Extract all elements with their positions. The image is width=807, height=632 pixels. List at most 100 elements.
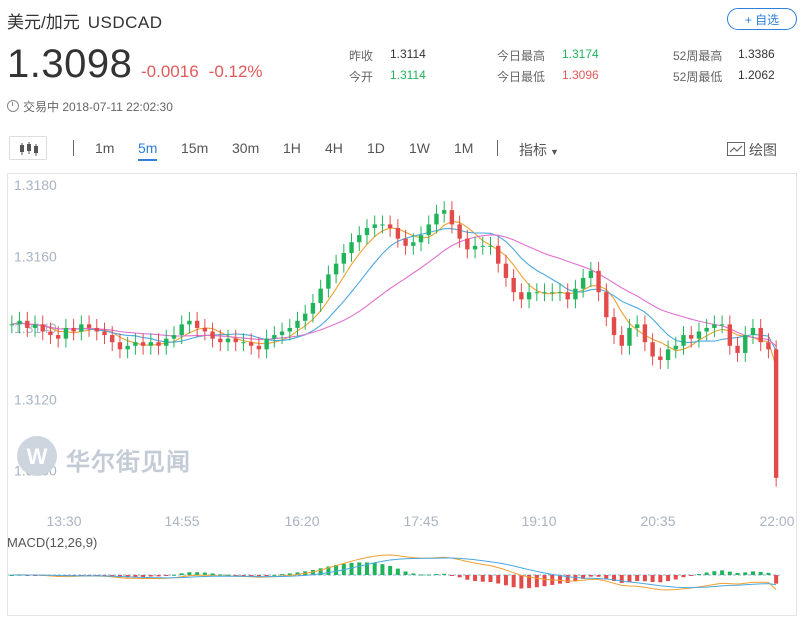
- toolbar-divider: [73, 140, 74, 156]
- macd-bar: [774, 575, 779, 584]
- candle-body: [519, 292, 524, 300]
- candle-body: [588, 270, 594, 278]
- watermark-text: 华尔街见闻: [66, 449, 191, 476]
- candle-body: [256, 345, 262, 350]
- candle-body: [565, 292, 570, 300]
- candle-body: [604, 292, 609, 318]
- macd-bar: [519, 575, 524, 589]
- period-tab-15m[interactable]: 15m: [181, 140, 209, 156]
- macd-bar: [426, 574, 431, 576]
- period-tab-1W[interactable]: 1W: [409, 140, 430, 156]
- x-tick-label: 13:30: [46, 513, 81, 529]
- candle-body: [279, 331, 285, 336]
- candle-body: [349, 242, 354, 253]
- candle-body: [449, 210, 455, 225]
- svg-text:W: W: [27, 444, 48, 469]
- candle-body: [511, 277, 516, 293]
- period-tab-1M[interactable]: 1M: [454, 140, 474, 156]
- add-watchlist-button[interactable]: + 自选: [727, 8, 797, 30]
- macd-bar: [164, 575, 169, 576]
- macd-bar: [627, 575, 632, 583]
- candle-body: [156, 342, 161, 346]
- macd-bar: [380, 564, 385, 575]
- prev-close-value: 1.3114: [390, 47, 426, 61]
- candle-body: [619, 335, 624, 346]
- macd-bar: [187, 572, 192, 575]
- candle-body: [25, 320, 30, 328]
- period-tab-1D[interactable]: 1D: [367, 140, 385, 156]
- macd-bar: [364, 562, 369, 575]
- macd-dea-line: [11, 557, 777, 589]
- candle-body: [9, 324, 15, 326]
- candle-body: [403, 238, 408, 246]
- candle-body: [310, 302, 316, 314]
- day-high-label: 今日最高: [497, 49, 546, 63]
- macd-bar: [511, 575, 516, 588]
- macd-bar: [650, 575, 655, 583]
- macd-bar: [419, 574, 424, 576]
- macd-bar: [449, 575, 454, 576]
- candle-body: [333, 263, 339, 275]
- period-tab-1m[interactable]: 1m: [95, 140, 115, 156]
- period-tab-4H[interactable]: 4H: [325, 140, 343, 156]
- candle-body: [202, 327, 208, 332]
- candle-body: [596, 270, 601, 293]
- macd-bar: [573, 575, 578, 582]
- candle-body: [665, 349, 671, 361]
- macd-bar: [349, 562, 354, 575]
- macd-bar: [110, 575, 115, 577]
- macd-bar: [750, 571, 755, 575]
- macd-dif-line: [11, 554, 777, 591]
- macd-bar: [233, 575, 238, 576]
- candle-body: [418, 235, 424, 243]
- macd-bar: [720, 570, 725, 575]
- macd-bar: [280, 574, 285, 576]
- macd-bar: [295, 572, 300, 575]
- macd-bar: [395, 568, 400, 575]
- indicator-label: 指标: [519, 142, 547, 158]
- instrument-symbol: USDCAD: [87, 13, 163, 32]
- w52-low-value: 1.2062: [738, 68, 775, 82]
- period-tab-1H[interactable]: 1H: [283, 140, 301, 156]
- y-tick-label: 1.3120: [14, 391, 57, 407]
- macd-bar: [318, 568, 323, 575]
- candle-body: [719, 324, 725, 326]
- macd-label: MACD(12,26,9): [7, 535, 98, 550]
- macd-bar: [202, 572, 207, 575]
- candle-body: [472, 245, 478, 250]
- candle-body: [743, 335, 748, 353]
- draw-tool-button[interactable]: 绘图: [727, 140, 777, 160]
- ma-short-line: [11, 221, 777, 367]
- candle-body: [550, 292, 555, 294]
- macd-bar: [465, 575, 470, 580]
- period-tab-30m[interactable]: 30m: [232, 140, 260, 156]
- candle-body: [411, 242, 416, 246]
- candle-body: [117, 342, 123, 350]
- indicator-menu[interactable]: 指标 ▼: [519, 140, 559, 160]
- x-tick-label: 16:20: [284, 513, 319, 529]
- open-label: 今开: [349, 70, 374, 84]
- candle-body: [218, 338, 223, 343]
- macd-bar: [658, 575, 663, 583]
- candle-body: [395, 227, 401, 239]
- candle-body: [326, 274, 331, 289]
- candle-body: [210, 331, 215, 339]
- candle-body: [357, 235, 362, 243]
- candle-body: [488, 245, 493, 247]
- toolbar-divider: [497, 140, 498, 156]
- x-tick-label: 17:45: [403, 513, 438, 529]
- macd-bar: [434, 574, 439, 576]
- w52-high-value: 1.3386: [738, 47, 775, 61]
- candlestick-type-button[interactable]: [9, 136, 47, 160]
- candle-body: [48, 331, 53, 336]
- candle-body: [387, 224, 393, 228]
- period-tab-5m[interactable]: 5m: [138, 140, 158, 161]
- macd-bar: [496, 575, 501, 584]
- change-percent: -0.12%: [208, 62, 263, 81]
- macd-bar: [673, 575, 678, 580]
- macd-bar: [241, 575, 246, 576]
- candle-body: [63, 327, 69, 339]
- candle-body: [272, 335, 277, 339]
- day-low-value: 1.3096: [562, 68, 599, 82]
